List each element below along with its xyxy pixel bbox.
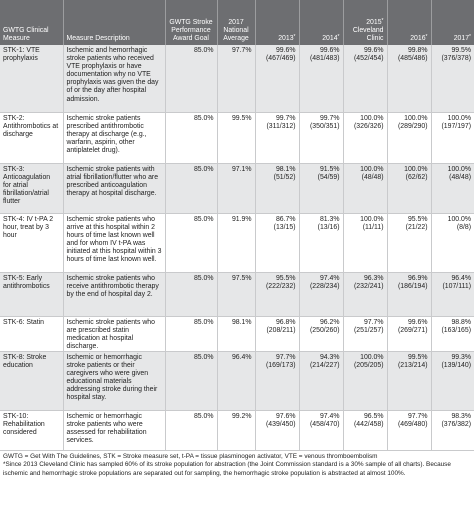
value-2016: 100.0% (62/62) [387, 163, 432, 214]
award-goal: 85.0% [165, 351, 218, 411]
award-goal: 85.0% [165, 112, 218, 164]
footnote-abbreviations: GWTG = Get With The Guidelines, STK = St… [3, 452, 378, 460]
measure-name: STK-2: Antithrombotics at discharge [0, 112, 64, 164]
value-2017: 100.0% (48/48) [431, 163, 474, 214]
measure-name: STK-6: Statin [0, 316, 64, 352]
value-2013: 99.6% (467/469) [255, 45, 300, 113]
value-2016: 96.9% (186/194) [387, 272, 432, 317]
value-2014: 97.4% (228/234) [299, 272, 344, 317]
value-2014: 94.3% (214/227) [299, 351, 344, 411]
value-2015: 100.0% (11/11) [343, 213, 388, 273]
value-2013: 97.7% (169/173) [255, 351, 300, 411]
table-row: STK-8: Stroke education Ischemic or hemo… [0, 351, 474, 411]
national-average: 91.9% [217, 213, 256, 273]
value-2015: 96.5% (442/458) [343, 410, 388, 451]
value-2014: 99.7% (350/351) [299, 112, 344, 164]
measure-name: STK-3: Anticoagulation for atrial fibril… [0, 163, 64, 214]
measure-description: Ischemic or hemorrhagic stroke patients … [63, 351, 166, 411]
measure-name: STK-1: VTE prophylaxis [0, 45, 64, 113]
table-row: STK-5: Early antithrombotics Ischemic st… [0, 272, 474, 317]
header-measure: GWTG Clinical Measure [0, 0, 64, 45]
award-goal: 85.0% [165, 45, 218, 113]
value-2013: 86.7% (13/15) [255, 213, 300, 273]
stroke-measures-table: GWTG Clinical Measure Measure Descriptio… [0, 0, 474, 451]
measure-name: STK-5: Early antithrombotics [0, 272, 64, 317]
header-2014: 2014* [299, 0, 344, 45]
national-average: 98.1% [217, 316, 256, 352]
table-row: STK-3: Anticoagulation for atrial fibril… [0, 163, 474, 214]
table-row: STK-10: Rehabilitation considered Ischem… [0, 410, 474, 451]
value-2013: 99.7% (311/312) [255, 112, 300, 164]
value-2015: 99.6% (452/454) [343, 45, 388, 113]
value-2013: 98.1% (51/52) [255, 163, 300, 214]
header-description: Measure Description [63, 0, 166, 45]
value-2017: 100.0% (197/197) [431, 112, 474, 164]
national-average: 97.1% [217, 163, 256, 214]
header-2017: 2017* [431, 0, 474, 45]
value-2015: 97.7% (251/257) [343, 316, 388, 352]
national-average: 99.5% [217, 112, 256, 164]
value-2017: 98.3% (376/382) [431, 410, 474, 451]
award-goal: 85.0% [165, 272, 218, 317]
measure-name: STK-8: Stroke education [0, 351, 64, 411]
value-2016: 97.7% (469/480) [387, 410, 432, 451]
national-average: 97.7% [217, 45, 256, 113]
value-2014: 91.5% (54/59) [299, 163, 344, 214]
value-2014: 97.4% (458/470) [299, 410, 344, 451]
value-2014: 81.3% (13/16) [299, 213, 344, 273]
value-2013: 97.6% (439/450) [255, 410, 300, 451]
measure-description: Ischemic stroke patients prescribed anti… [63, 112, 166, 164]
value-2014: 96.2% (250/260) [299, 316, 344, 352]
header-2015: 2015* Cleveland Clinic [343, 0, 388, 45]
value-2016: 100.0% (289/290) [387, 112, 432, 164]
value-2014: 99.6% (481/483) [299, 45, 344, 113]
header-award-goal: GWTG Stroke Performance Award Goal [165, 0, 218, 45]
measure-name: STK-4: IV t-PA 2 hour, treat by 3 hour [0, 213, 64, 273]
value-2013: 96.8% (208/211) [255, 316, 300, 352]
measure-description: Ischemic stroke patients with atrial fib… [63, 163, 166, 214]
award-goal: 85.0% [165, 410, 218, 451]
measure-description: Ischemic or hemorrhagic stroke patients … [63, 410, 166, 451]
value-2015: 100.0% (205/205) [343, 351, 388, 411]
measure-name: STK-10: Rehabilitation considered [0, 410, 64, 451]
value-2015: 96.3% (232/241) [343, 272, 388, 317]
value-2016: 99.6% (269/271) [387, 316, 432, 352]
value-2017: 98.8% (163/165) [431, 316, 474, 352]
header-national-average: 2017 National Average [217, 0, 256, 45]
national-average: 99.2% [217, 410, 256, 451]
header-2013: 2013* [255, 0, 300, 45]
table-row: STK-2: Antithrombotics at discharge Isch… [0, 112, 474, 164]
national-average: 96.4% [217, 351, 256, 411]
table-row: STK-1: VTE prophylaxis Ischemic and hemo… [0, 45, 474, 113]
measure-description: Ischemic stroke patients who receive ant… [63, 272, 166, 317]
award-goal: 85.0% [165, 163, 218, 214]
header-2016: 2016* [387, 0, 432, 45]
table-row: STK-6: Statin Ischemic stroke patients w… [0, 316, 474, 352]
value-2016: 99.8% (485/486) [387, 45, 432, 113]
national-average: 97.5% [217, 272, 256, 317]
value-2013: 95.5% (222/232) [255, 272, 300, 317]
footnote-sampling: *Since 2013 Cleveland Clinic has sampled… [3, 461, 451, 477]
value-2017: 99.3% (139/140) [431, 351, 474, 411]
award-goal: 85.0% [165, 213, 218, 273]
value-2017: 96.4% (107/111) [431, 272, 474, 317]
award-goal: 85.0% [165, 316, 218, 352]
value-2016: 95.5% (21/22) [387, 213, 432, 273]
measure-description: Ischemic and hemorrhagic stroke patients… [63, 45, 166, 113]
measure-description: Ischemic stroke patients who are prescri… [63, 316, 166, 352]
table-row: STK-4: IV t-PA 2 hour, treat by 3 hour I… [0, 213, 474, 273]
header-row: GWTG Clinical Measure Measure Descriptio… [0, 0, 474, 45]
measure-description: Ischemic stroke patients who arrive at t… [63, 213, 166, 273]
value-2017: 99.5% (376/378) [431, 45, 474, 113]
footnotes: GWTG = Get With The Guidelines, STK = St… [0, 451, 474, 479]
value-2015: 100.0% (48/48) [343, 163, 388, 214]
header-cleveland-clinic: Cleveland Clinic [352, 26, 384, 42]
value-2016: 99.5% (213/214) [387, 351, 432, 411]
value-2017: 100.0% (8/8) [431, 213, 474, 273]
value-2015: 100.0% (326/326) [343, 112, 388, 164]
